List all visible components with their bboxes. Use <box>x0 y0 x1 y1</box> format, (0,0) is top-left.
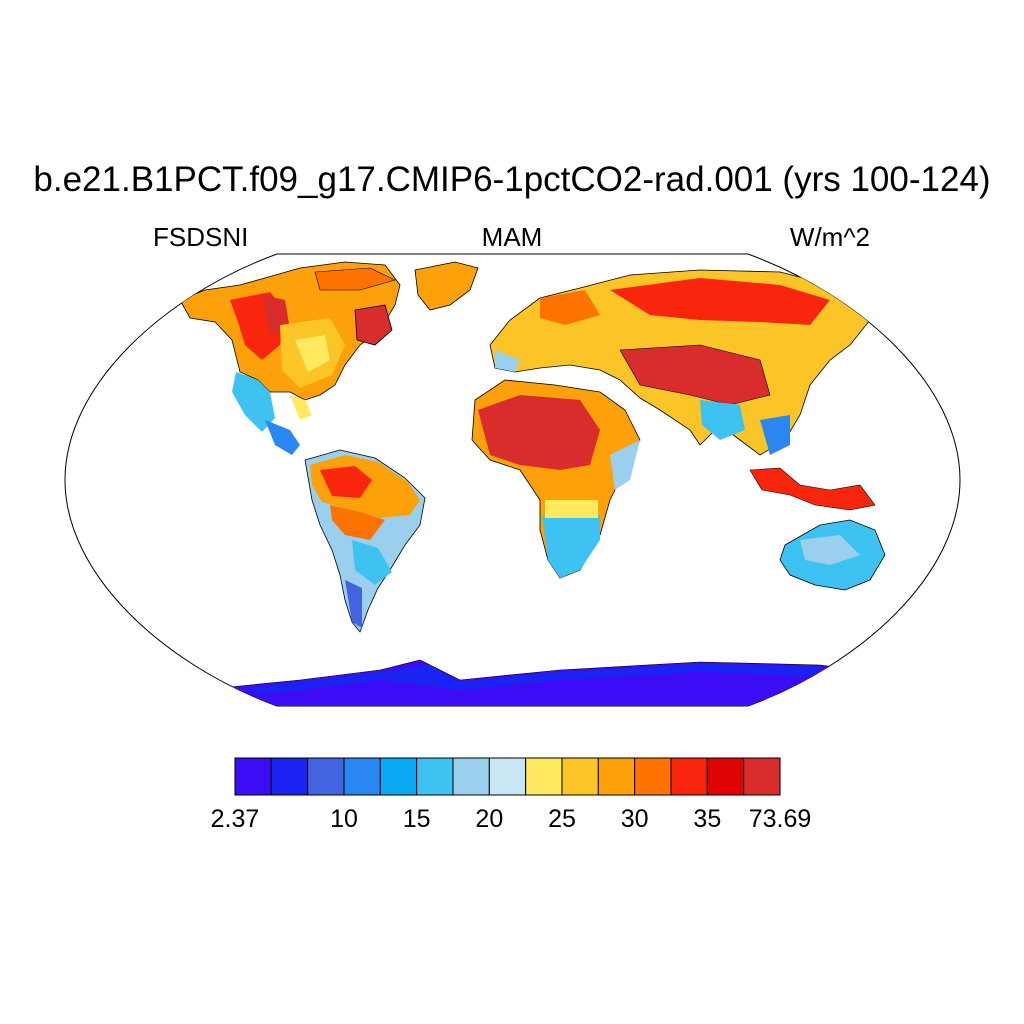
colorbar-box <box>343 757 381 796</box>
colorbar-tick-label: 2.37 <box>211 805 260 833</box>
colorbar-box <box>670 757 708 796</box>
colorbar-tick-label: 20 <box>475 805 503 833</box>
south-america-landmass <box>304 449 426 633</box>
colorbar-box <box>488 757 527 796</box>
colorbar-box <box>743 757 781 796</box>
colorbar-box <box>525 757 563 796</box>
colorbar-tick-label: 35 <box>693 805 721 833</box>
africa-landmass <box>471 379 641 579</box>
maritime-continent-landmass <box>749 467 876 511</box>
colorbar-box <box>307 757 345 796</box>
colorbar-box <box>379 757 418 796</box>
variable-label: FSDSNI <box>153 222 249 252</box>
antarctica-coast-band <box>250 664 820 695</box>
colorbar-box <box>234 757 272 796</box>
colorbar-tick-label: 30 <box>621 805 649 833</box>
plot-title: b.e21.B1PCT.f09_g17.CMIP6-1pctCO2-rad.00… <box>33 160 991 199</box>
colorbar-tick-label: 73.69 <box>749 805 812 833</box>
antarctica-landmass <box>65 659 960 706</box>
greenland-landmass <box>414 261 479 311</box>
eurasia-landmass <box>489 269 871 456</box>
colorbar-box <box>416 757 454 796</box>
units-label: W/m^2 <box>789 222 870 252</box>
colorbar-box <box>597 757 636 796</box>
colorbar-tick-label: 10 <box>330 805 358 833</box>
colorbar-tick-label: 15 <box>403 805 431 833</box>
colorbar-box <box>561 757 599 796</box>
colorbar-box <box>634 757 672 796</box>
season-label: MAM <box>481 222 543 252</box>
colorbar-box <box>706 757 745 796</box>
colorbar-box <box>270 757 309 796</box>
colorbar-tick-label: 25 <box>548 805 576 833</box>
colorbar-box <box>452 757 490 796</box>
australia-landmass <box>779 519 886 591</box>
north-america-landmass <box>179 261 401 455</box>
